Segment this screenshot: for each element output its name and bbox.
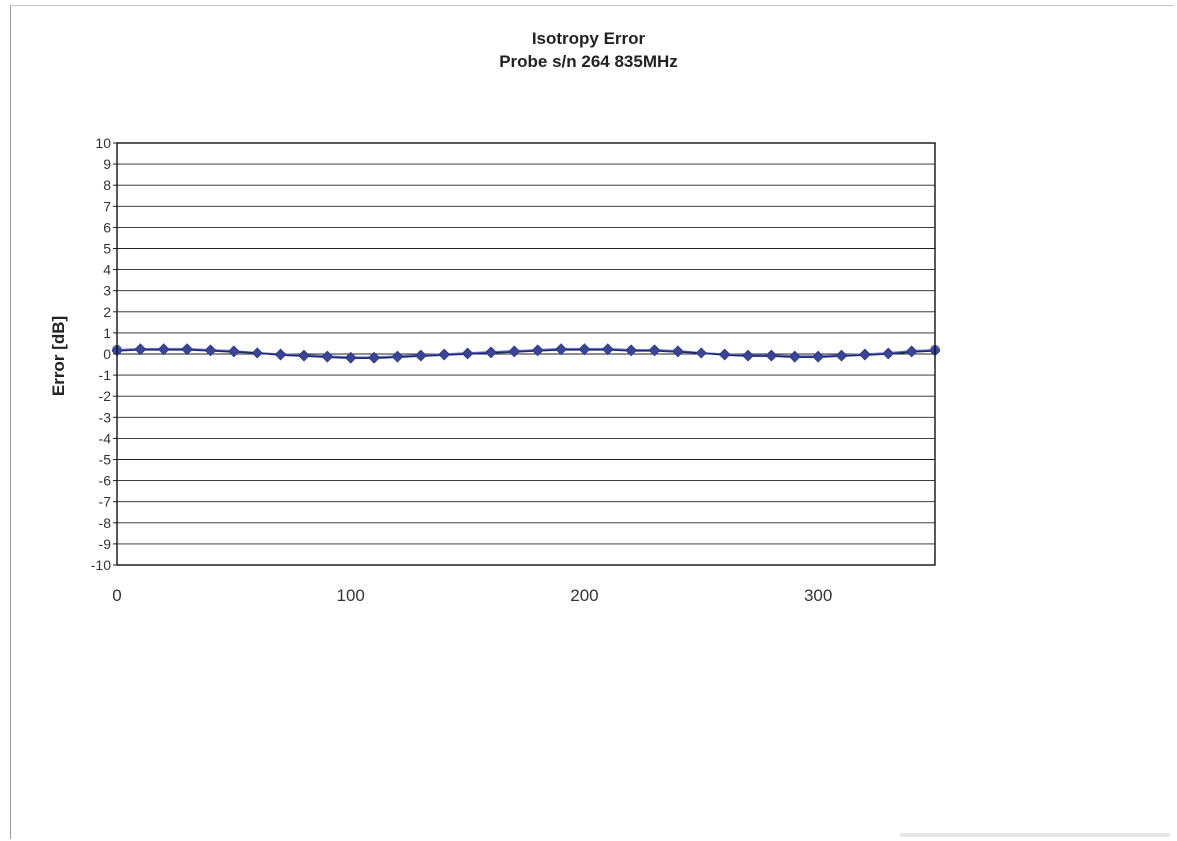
data-point [742, 350, 754, 362]
data-point [438, 349, 450, 361]
data-point [181, 344, 193, 356]
grid-lines [117, 163, 935, 545]
series-line [116, 347, 936, 359]
chart-title: Isotropy Error [531, 29, 646, 48]
data-point [462, 348, 473, 360]
data-point [672, 346, 684, 358]
data-point [625, 345, 637, 357]
data-point [345, 352, 357, 364]
plot-area-border [116, 142, 936, 566]
y-tick-label: -2 [99, 388, 112, 404]
data-point [251, 347, 263, 359]
y-tick-label: -6 [99, 473, 112, 489]
data-point [485, 347, 497, 359]
data-point [789, 351, 801, 363]
y-tick-label: 2 [103, 304, 111, 320]
data-point [158, 344, 170, 356]
x-tick-label: 100 [337, 586, 365, 605]
data-point [649, 345, 660, 357]
data-point [812, 351, 824, 363]
y-tick-label: 10 [95, 135, 111, 151]
data-point [228, 346, 240, 358]
y-tick-label: 6 [103, 219, 111, 235]
y-tick-label: 9 [103, 156, 111, 172]
y-tick-label: -7 [99, 494, 112, 510]
x-tick-labels: 0 100 200 300 [112, 586, 832, 605]
data-point [765, 350, 777, 362]
y-tick-label: -5 [99, 452, 112, 468]
data-point [555, 344, 567, 356]
y-tick-label: 1 [103, 325, 111, 341]
data-point [882, 348, 894, 360]
scan-smudge [900, 833, 1170, 837]
data-point [298, 350, 310, 362]
data-point [275, 349, 287, 361]
y-tick-label: 0 [103, 346, 111, 362]
y-tick-label: 8 [103, 177, 111, 193]
data-point [415, 350, 427, 362]
data-point [532, 345, 544, 357]
y-tick-label: -1 [99, 367, 112, 383]
data-point [719, 349, 731, 361]
page-frame [10, 5, 1174, 839]
y-tick-label: 4 [103, 262, 111, 278]
data-point [368, 352, 380, 364]
data-point [392, 351, 403, 363]
data-point [579, 344, 590, 356]
y-axis-label: Error [dB] [49, 316, 68, 396]
y-tick-label: -9 [99, 536, 112, 552]
data-point [906, 346, 918, 358]
data-series [111, 343, 941, 364]
y-tick-label: -4 [99, 430, 112, 446]
data-point [205, 345, 216, 357]
x-tick-label: 200 [570, 586, 598, 605]
data-point [508, 346, 520, 358]
y-tick-label: -10 [91, 557, 111, 573]
x-tick-label: 0 [112, 586, 121, 605]
chart-subtitle: Probe s/n 264 835MHz [499, 52, 678, 71]
data-point [836, 350, 847, 362]
data-point [859, 349, 871, 361]
data-point [695, 347, 707, 359]
y-tick-label: 5 [103, 241, 111, 257]
data-point [321, 351, 333, 363]
data-point [134, 344, 146, 356]
x-tick-label: 300 [804, 586, 832, 605]
data-point [602, 344, 614, 356]
y-tick-label: 7 [103, 198, 111, 214]
y-tick-label: -8 [99, 515, 112, 531]
y-tick-label: 3 [103, 283, 111, 299]
y-tick-label: -3 [99, 409, 112, 425]
